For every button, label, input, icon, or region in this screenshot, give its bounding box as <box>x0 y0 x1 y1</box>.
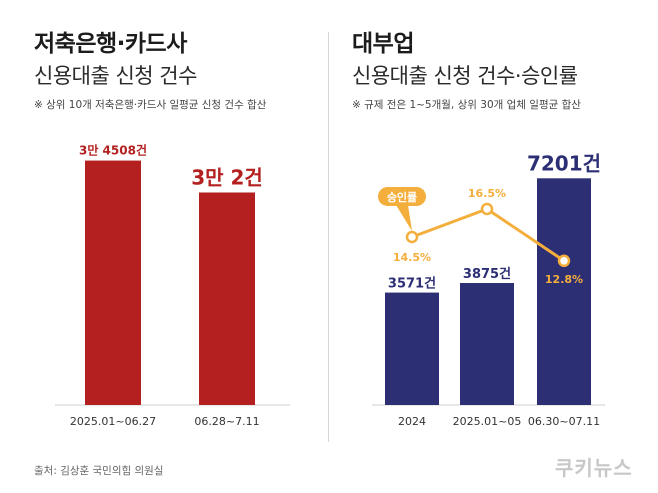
source-credit: 출처: 김상훈 국민의힘 의원실 <box>34 465 164 477</box>
right-title: 대부업 <box>352 31 414 57</box>
bar-value-label-2: 3875건 <box>463 266 511 282</box>
x-tick-label-3: 06.30~07.11 <box>528 415 600 428</box>
right-note: ※ 규제 전은 1~5개월, 상위 30개 업체 일평균 합산 <box>352 99 581 111</box>
publisher-logo: 쿠키뉴스 <box>555 456 633 480</box>
x-tick-label-2: 2025.01~05 <box>453 415 522 428</box>
panel-divider <box>328 32 329 442</box>
right-panel: 대부업 신용대출 신청 건수·승인률 ※ 규제 전은 1~5개월, 상위 30개… <box>330 0 658 450</box>
bar-value-label-2: 3만 2건 <box>191 165 263 189</box>
bar-value-label-1: 3만 4508건 <box>79 143 147 158</box>
line-value-label-2: 16.5% <box>468 187 506 200</box>
right-bar-line-chart: 3571건 2024 3875건 2025.01~05 7201건 06.30~07.11… <box>372 151 605 428</box>
bar-value-label-1: 3571건 <box>388 276 436 292</box>
x-tick-label-1: 2024 <box>398 415 426 428</box>
line-point-2 <box>480 202 494 216</box>
x-tick-label-2: 06.28~7.11 <box>194 415 259 428</box>
line-value-label-1: 14.5% <box>393 251 431 264</box>
line-point-1 <box>405 230 419 244</box>
left-bar-chart: 3만 4508건 2025.01~06.27 3만 2건 06.28~7.11 <box>55 143 290 428</box>
line-value-label-3: 12.8% <box>545 273 583 286</box>
x-tick-label-1: 2025.01~06.27 <box>70 415 156 428</box>
legend-pointer <box>396 205 412 231</box>
bar-value-label-3: 7201건 <box>527 151 601 175</box>
left-subtitle: 신용대출 신청 건수 <box>34 64 197 88</box>
bar-1 <box>85 160 141 405</box>
right-subtitle: 신용대출 신청 건수·승인률 <box>352 64 578 88</box>
line-point-3 <box>557 254 571 268</box>
legend-pill <box>378 187 426 206</box>
bar-2 <box>199 192 255 405</box>
left-panel: 저축은행·카드사 신용대출 신청 건수 ※ 상위 10개 저축은행·카드사 일평… <box>0 0 328 450</box>
left-title: 저축은행·카드사 <box>34 31 187 57</box>
legend-label: 승인률 <box>387 190 417 204</box>
bar-2 <box>460 283 514 405</box>
bar-3 <box>537 178 591 405</box>
left-note: ※ 상위 10개 저축은행·카드사 일평균 신청 건수 합산 <box>34 99 267 111</box>
bar-1 <box>385 292 439 405</box>
